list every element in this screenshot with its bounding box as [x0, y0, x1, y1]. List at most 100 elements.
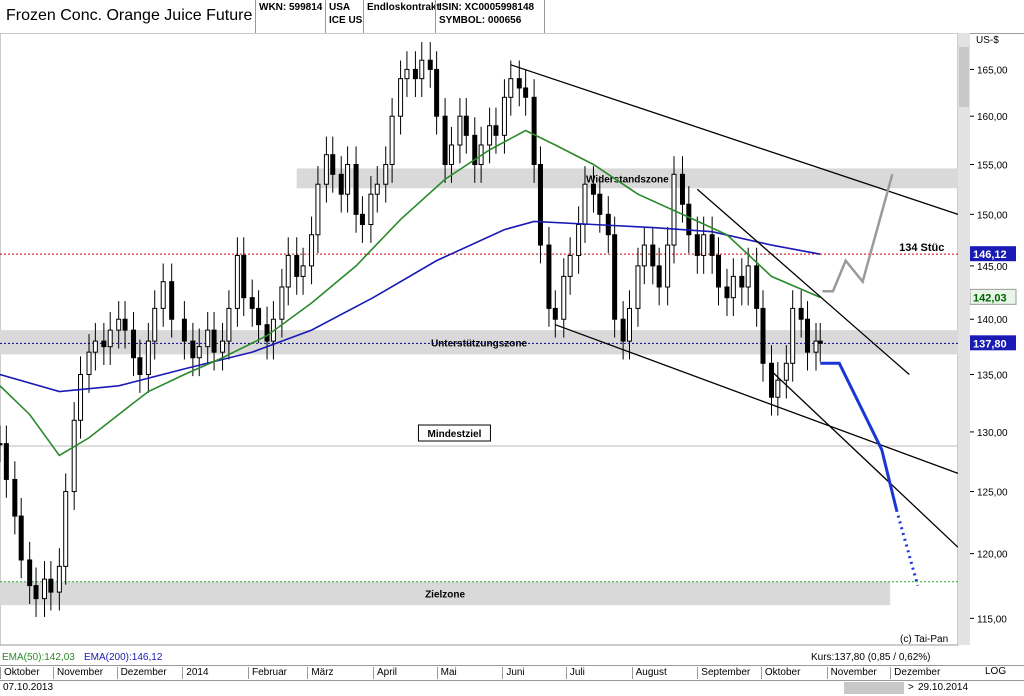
ema200-line [0, 220, 821, 393]
isin-cell: ISIN: XC0005998148 SYMBOL: 000656 [435, 0, 545, 33]
zone-band [0, 330, 958, 355]
price-chart[interactable]: Widerstandszone Unterstützungszone Zielzon… [0, 33, 1024, 651]
candle-body [745, 265, 751, 288]
y-tick-label: 145,00 [977, 262, 1008, 273]
candle-body [152, 307, 158, 342]
candle-body [205, 329, 211, 348]
candle-body [552, 307, 558, 320]
candle-body [353, 163, 359, 215]
zone-band [296, 168, 958, 189]
annotation-label: 134 Stüc [899, 242, 944, 254]
y-tick-label: 160,00 [977, 112, 1008, 123]
mindestziel-box [417, 424, 491, 442]
candle-body [18, 515, 24, 561]
month-label: November [52, 667, 103, 679]
candle-body [434, 68, 440, 117]
candle-body [107, 329, 113, 348]
y-tick-label: 130,00 [977, 428, 1008, 439]
date-range-bar[interactable]: 07.10.2013 > 29.10.2014 [0, 680, 1024, 696]
candle-body [122, 318, 128, 331]
indicator-legend: EMA(50):142,03 EMA(200):146,12 Kurs:137,… [0, 651, 960, 665]
range-scroll-thumb[interactable] [844, 682, 904, 694]
country-label: USA [329, 2, 351, 13]
candle-body [641, 244, 647, 267]
contract-cell: Endloskontrakt [363, 0, 440, 33]
mindestziel-label: Mindestziel [427, 429, 481, 440]
candle-body [33, 585, 39, 600]
wkn-label: WKN: 599814 [259, 2, 323, 13]
end-date: 29.10.2014 [918, 682, 969, 693]
candle-body [739, 275, 745, 288]
candle-body [181, 318, 187, 342]
candle-body [3, 443, 9, 480]
candle-body [323, 154, 329, 185]
candle-body [27, 559, 33, 587]
candle-body [656, 265, 662, 288]
month-label: 2014 [182, 667, 209, 679]
candle-body [612, 234, 618, 320]
start-date: 07.10.2013 [3, 682, 54, 693]
projection-path-blue [820, 361, 898, 511]
projection-path-grey [822, 173, 894, 293]
candle-body [12, 478, 18, 517]
ema50-legend: EMA(50):142,03 [2, 652, 75, 663]
candle-body [56, 565, 62, 593]
zone-label: Unterstützungszone [431, 338, 528, 349]
candle-body [264, 324, 270, 342]
candle-body [561, 275, 567, 320]
y-axis-unit: US-$ [976, 35, 999, 46]
y-tick-label: 150,00 [977, 210, 1008, 221]
exchange-cell: USA ICE US [325, 0, 363, 33]
candle-body [427, 59, 433, 70]
wkn-cell: WKN: 599814 [255, 0, 325, 33]
candle-body [279, 286, 285, 320]
month-label: Dezember [890, 667, 940, 679]
zone-label: Zielzone [425, 589, 465, 600]
log-toggle[interactable]: LOG [985, 666, 1007, 677]
candle-body [531, 96, 537, 165]
candle-body [63, 491, 69, 567]
candle-body [419, 59, 425, 80]
ema50-badge [969, 288, 1017, 305]
candle-body [92, 340, 98, 353]
trend-line [555, 324, 959, 475]
candle-body [368, 193, 374, 226]
candle-body [116, 318, 122, 331]
month-label: April [373, 667, 397, 679]
month-axis: Oktober November Dezember 2014 Februar März Ap… [0, 665, 1024, 681]
month-label: Februar [247, 667, 287, 679]
candle-body [783, 362, 789, 381]
candle-body [582, 183, 588, 226]
candle-body [338, 173, 344, 195]
candle-body [412, 68, 418, 80]
candle-body [398, 78, 404, 117]
candle-body [315, 183, 321, 236]
month-label: Oktober [760, 667, 800, 679]
candle-body [309, 234, 315, 267]
candle-body [650, 244, 656, 267]
candle-body [160, 281, 166, 309]
scroll-right-arrow[interactable]: > [908, 682, 914, 693]
candle-body [694, 234, 700, 256]
candle-body [137, 357, 143, 376]
candle-body [383, 163, 389, 185]
candle-body [487, 125, 493, 146]
isin-label: ISIN: XC0005998148 [439, 2, 535, 13]
candle-body [220, 340, 226, 353]
candle-body [805, 318, 811, 353]
price-badge [970, 335, 1016, 351]
candle-body [48, 578, 54, 593]
month-label: August [631, 667, 667, 679]
vertical-scrollbar[interactable] [958, 33, 970, 645]
zone-label: Widerstandszone [586, 174, 669, 185]
month-label: Juni [502, 667, 525, 679]
candle-body [590, 183, 596, 195]
candle-body [508, 78, 514, 98]
candle-body [665, 244, 671, 288]
candle-body [620, 318, 626, 342]
month-label: März [307, 667, 334, 679]
scrollbar-thumb[interactable] [959, 47, 969, 107]
y-tick-label: 115,00 [977, 614, 1007, 625]
candle-body [472, 134, 478, 165]
